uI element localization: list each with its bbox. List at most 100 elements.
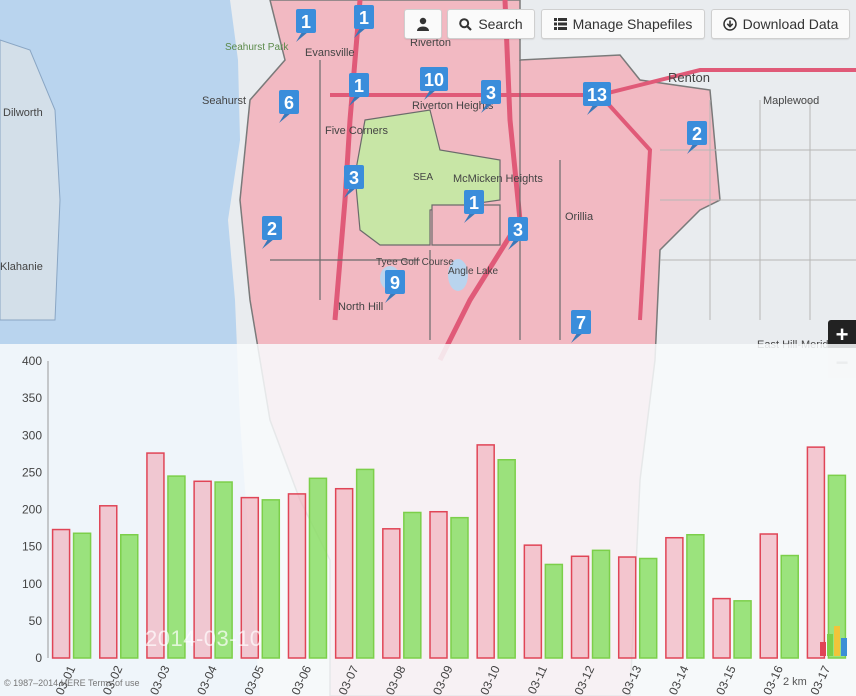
x-tick-label: 03-05 bbox=[241, 663, 267, 696]
place-label: Orillia bbox=[565, 211, 594, 223]
map-marker[interactable]: 3 bbox=[481, 80, 501, 113]
place-label: Evansville bbox=[305, 47, 355, 59]
x-tick-label: 03-11 bbox=[525, 663, 550, 696]
y-tick-label: 200 bbox=[22, 503, 42, 517]
bar-series-1[interactable] bbox=[476, 444, 495, 659]
bar-series-2[interactable] bbox=[214, 481, 233, 659]
y-tick-label: 100 bbox=[22, 577, 42, 591]
download-data-label: Download Data bbox=[742, 16, 839, 32]
place-label: Renton bbox=[668, 70, 710, 85]
map-marker[interactable]: 3 bbox=[344, 165, 364, 198]
bar-series-2[interactable] bbox=[167, 475, 186, 659]
bar-series-2[interactable] bbox=[72, 532, 92, 659]
angle-lake bbox=[448, 259, 468, 291]
y-tick-label: 350 bbox=[22, 391, 42, 405]
marker-label: 13 bbox=[587, 85, 607, 105]
place-label: Angle Lake bbox=[448, 266, 498, 277]
y-tick-label: 400 bbox=[22, 354, 42, 368]
marker-label: 6 bbox=[284, 93, 294, 113]
x-tick-label: 03-04 bbox=[194, 663, 220, 696]
map-marker[interactable]: 10 bbox=[420, 67, 448, 100]
marker-label: 2 bbox=[692, 124, 702, 144]
bar-series-1[interactable] bbox=[193, 480, 212, 659]
bar-series-2[interactable] bbox=[120, 533, 139, 659]
bar-series-2[interactable] bbox=[261, 499, 281, 659]
x-tick-label: 03-03 bbox=[147, 663, 173, 696]
x-tick-label: 03-14 bbox=[666, 663, 692, 696]
search-icon bbox=[459, 17, 473, 31]
bar-series-2[interactable] bbox=[450, 516, 469, 659]
marker-label: 3 bbox=[513, 220, 523, 240]
bar-series-2[interactable] bbox=[638, 557, 658, 659]
place-label: Riverton bbox=[410, 37, 451, 49]
airport-area bbox=[354, 109, 501, 246]
bar-series-2[interactable] bbox=[497, 459, 516, 659]
bar-chart-logo-icon[interactable] bbox=[818, 620, 848, 662]
bar-series-2[interactable] bbox=[544, 563, 564, 659]
manage-shapefiles-label: Manage Shapefiles bbox=[572, 16, 693, 32]
map-scale: 2 km bbox=[783, 676, 807, 688]
bar-series-1[interactable] bbox=[382, 528, 401, 659]
copyright-text[interactable]: © 1987–2014 HERE Terms of use bbox=[4, 678, 140, 688]
place-label: Five Corners bbox=[325, 125, 388, 137]
map-marker[interactable]: 2 bbox=[687, 121, 707, 154]
chart-panel: 0 50 100 150 200 250 300 350 400 03-01 03-02 03-03 0… bbox=[0, 344, 856, 696]
bar-series-2[interactable] bbox=[308, 477, 328, 659]
bar-series-2[interactable] bbox=[355, 468, 375, 659]
place-label: Seahurst bbox=[202, 95, 246, 107]
marker-label: 7 bbox=[576, 313, 586, 333]
place-label: Dilworth bbox=[3, 107, 43, 119]
bar-series-2[interactable] bbox=[403, 511, 422, 659]
bar-series-2[interactable] bbox=[686, 533, 705, 659]
y-tick-label: 300 bbox=[22, 428, 42, 442]
map-marker[interactable]: 1 bbox=[354, 5, 374, 38]
map-marker[interactable]: 1 bbox=[464, 190, 484, 223]
place-label: Seahurst Park bbox=[225, 42, 289, 53]
user-button[interactable] bbox=[404, 9, 442, 39]
map-marker[interactable]: 2 bbox=[262, 216, 282, 249]
x-tick-label: 03-12 bbox=[572, 663, 598, 696]
bar-series-1[interactable] bbox=[759, 533, 778, 659]
bar-series-1[interactable] bbox=[712, 597, 731, 659]
map-marker[interactable]: 1 bbox=[296, 9, 316, 42]
y-tick-label: 250 bbox=[22, 465, 42, 479]
bar-series-2[interactable] bbox=[827, 474, 847, 659]
map-marker[interactable]: 9 bbox=[385, 270, 405, 303]
bar-series-2[interactable] bbox=[733, 600, 752, 659]
x-tick-label: 03-10 bbox=[477, 663, 503, 696]
bar-series-1[interactable] bbox=[51, 528, 71, 659]
bar-series-1[interactable] bbox=[429, 510, 448, 659]
highway-road bbox=[598, 93, 653, 321]
bar-series-1[interactable] bbox=[287, 493, 307, 659]
bar-series-1[interactable] bbox=[570, 555, 590, 659]
download-data-button[interactable]: Download Data bbox=[711, 9, 850, 39]
y-tick-label: 50 bbox=[29, 614, 43, 628]
manage-shapefiles-button[interactable]: Manage Shapefiles bbox=[541, 9, 705, 39]
list-icon bbox=[553, 18, 567, 30]
search-button[interactable]: Search bbox=[447, 9, 535, 39]
map-marker[interactable]: 3 bbox=[508, 217, 528, 250]
map-marker[interactable]: 1 bbox=[349, 73, 369, 106]
bar-series-1[interactable] bbox=[99, 505, 118, 659]
user-icon bbox=[417, 17, 429, 31]
bar-series-1[interactable] bbox=[665, 536, 684, 659]
bar-series-1[interactable] bbox=[523, 544, 543, 659]
download-icon bbox=[722, 17, 737, 31]
bar-series-2[interactable] bbox=[591, 549, 611, 659]
place-label: Klahanie bbox=[0, 261, 43, 273]
map-marker[interactable]: 13 bbox=[583, 82, 611, 115]
bar-series-1[interactable] bbox=[617, 556, 637, 659]
bar-series-1[interactable] bbox=[146, 452, 165, 659]
marker-label: 3 bbox=[486, 83, 496, 103]
marker-label: 1 bbox=[301, 12, 311, 32]
bar-series-2[interactable] bbox=[780, 554, 799, 659]
map-marker[interactable]: 7 bbox=[571, 310, 591, 343]
bar-series-1[interactable] bbox=[334, 487, 354, 659]
bar-series-1[interactable] bbox=[240, 496, 260, 659]
marker-label: 2 bbox=[267, 219, 277, 239]
place-label: McMicken Heights bbox=[453, 173, 543, 185]
bar-series-1[interactable] bbox=[806, 446, 826, 659]
map-marker[interactable]: 6 bbox=[279, 90, 299, 123]
